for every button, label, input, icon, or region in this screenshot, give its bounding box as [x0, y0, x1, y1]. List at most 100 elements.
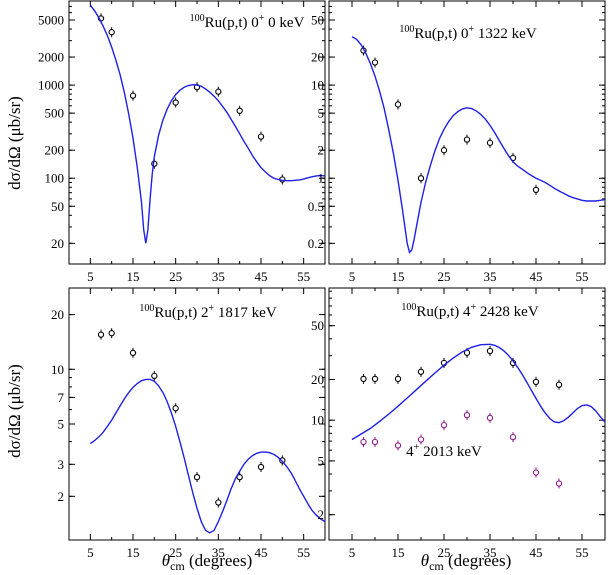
data-point	[108, 330, 115, 337]
x-axis-label-left: θcm (degrees)	[162, 551, 253, 573]
data-point-excited	[532, 469, 540, 476]
data-point	[463, 136, 471, 143]
y-axis-label-top: dσ/dΩ (μb/sr)	[5, 96, 24, 190]
data-point	[215, 88, 222, 95]
data-point	[371, 375, 379, 383]
theory-curve	[89, 378, 325, 534]
annotation-spin-main: 4	[406, 444, 414, 460]
y-tick-label: 50	[51, 199, 64, 214]
panel-title: 100Ru(p,t) 0+ 0 keV	[190, 13, 305, 31]
data-point	[486, 139, 494, 146]
data-point-excited	[440, 421, 448, 429]
theory-curve	[89, 4, 325, 244]
x-tick-label: 5	[87, 269, 94, 284]
y-tick-label: 2	[318, 143, 325, 158]
y-tick-label: 0.5	[308, 199, 324, 214]
y-tick-label: 5	[318, 106, 325, 121]
title-mass-number: 100	[401, 302, 416, 313]
title-mass-number: 100	[399, 24, 414, 35]
x-tick-label: 15	[127, 269, 140, 284]
y-tick-label: 5	[318, 453, 325, 468]
data-point-excited	[371, 438, 379, 446]
excited-state-annotation: 4+ 2013 keV	[406, 442, 482, 460]
data-point-excited	[394, 442, 402, 449]
x-axis-label-right: θcm (degrees)	[421, 551, 512, 573]
title-reaction: Ru(p,t) 0	[414, 26, 468, 42]
x-tick-label: 45	[255, 545, 268, 560]
y-tick-label: 1	[318, 171, 325, 186]
y-tick-label: 100	[45, 171, 65, 186]
data-point	[371, 59, 379, 66]
y-tick-label: 1000	[38, 78, 64, 93]
x-tick-label: 35	[484, 269, 497, 284]
data-point-excited	[360, 438, 367, 446]
x-axis-label-sub: cm	[170, 559, 185, 573]
annotation-spin: +	[414, 442, 420, 453]
data-point	[257, 133, 265, 140]
x-tick-label: 15	[392, 545, 405, 560]
x-tick-label: 5	[349, 545, 356, 560]
x-axis-label-theta: θ	[162, 551, 170, 570]
data-point	[394, 375, 402, 383]
plot-area	[89, 328, 325, 534]
y-tick-label: 20	[51, 307, 64, 322]
data-point	[215, 499, 222, 506]
x-axis-label-units: (degrees)	[185, 551, 253, 570]
x-tick-label: 25	[438, 545, 451, 560]
y-tick-label: 7	[58, 390, 65, 405]
plot-area	[351, 343, 605, 489]
data-point-excited	[555, 480, 563, 487]
y-tick-label: 10	[311, 78, 324, 93]
title-energy: 1817 keV	[214, 305, 277, 321]
data-point	[532, 378, 540, 386]
x-tick-label: 45	[255, 269, 268, 284]
data-point	[97, 331, 105, 338]
title-mass-number: 100	[190, 13, 205, 24]
x-tick-label: 55	[576, 269, 589, 284]
x-axis-label-sub: cm	[429, 559, 444, 573]
x-tick-label: 35	[484, 545, 497, 560]
y-tick-label: 20	[311, 372, 324, 387]
data-point	[394, 101, 402, 108]
x-tick-label: 15	[127, 545, 140, 560]
y-tick-label: 0.2	[308, 236, 324, 251]
data-point	[151, 372, 158, 380]
y-tick-label: 200	[45, 143, 65, 158]
panel-title: 100Ru(p,t) 4+ 2428 keV	[401, 302, 538, 320]
data-point	[417, 368, 425, 375]
y-axis-label-bottom: dσ/dΩ (μb/sr)	[5, 364, 24, 458]
data-point	[129, 349, 137, 357]
y-tick-label: 10	[311, 413, 324, 428]
data-point	[417, 175, 425, 182]
theory-curve	[351, 343, 605, 441]
annotation-energy: 2013 keV	[419, 444, 482, 460]
title-spin: +	[469, 24, 475, 35]
x-axis-label-units: (degrees)	[444, 551, 512, 570]
y-tick-label: 10	[51, 362, 64, 377]
y-tick-label: 2	[318, 507, 325, 522]
x-tick-label: 35	[212, 545, 225, 560]
title-energy: 2428 keV	[476, 304, 539, 320]
panel-title: 100Ru(p,t) 2+ 1817 keV	[139, 303, 276, 321]
x-tick-label: 15	[392, 269, 405, 284]
data-point	[532, 186, 540, 194]
title-reaction: Ru(p,t) 0	[205, 15, 259, 31]
x-tick-label: 55	[297, 269, 310, 284]
title-energy: 0 keV	[264, 15, 304, 31]
x-tick-label: 35	[212, 269, 225, 284]
x-tick-label: 45	[530, 269, 543, 284]
data-point-excited	[417, 436, 425, 443]
x-tick-label: 45	[530, 545, 543, 560]
plot-frame	[68, 0, 326, 265]
data-point	[257, 463, 265, 471]
title-mass-number: 100	[139, 303, 154, 314]
data-point	[193, 473, 201, 481]
theory-curve	[351, 36, 605, 254]
x-tick-label: 5	[349, 269, 356, 284]
data-point-excited	[463, 411, 471, 419]
plot-area	[89, 4, 325, 244]
panel-title: 100Ru(p,t) 0+ 1322 keV	[399, 24, 536, 42]
